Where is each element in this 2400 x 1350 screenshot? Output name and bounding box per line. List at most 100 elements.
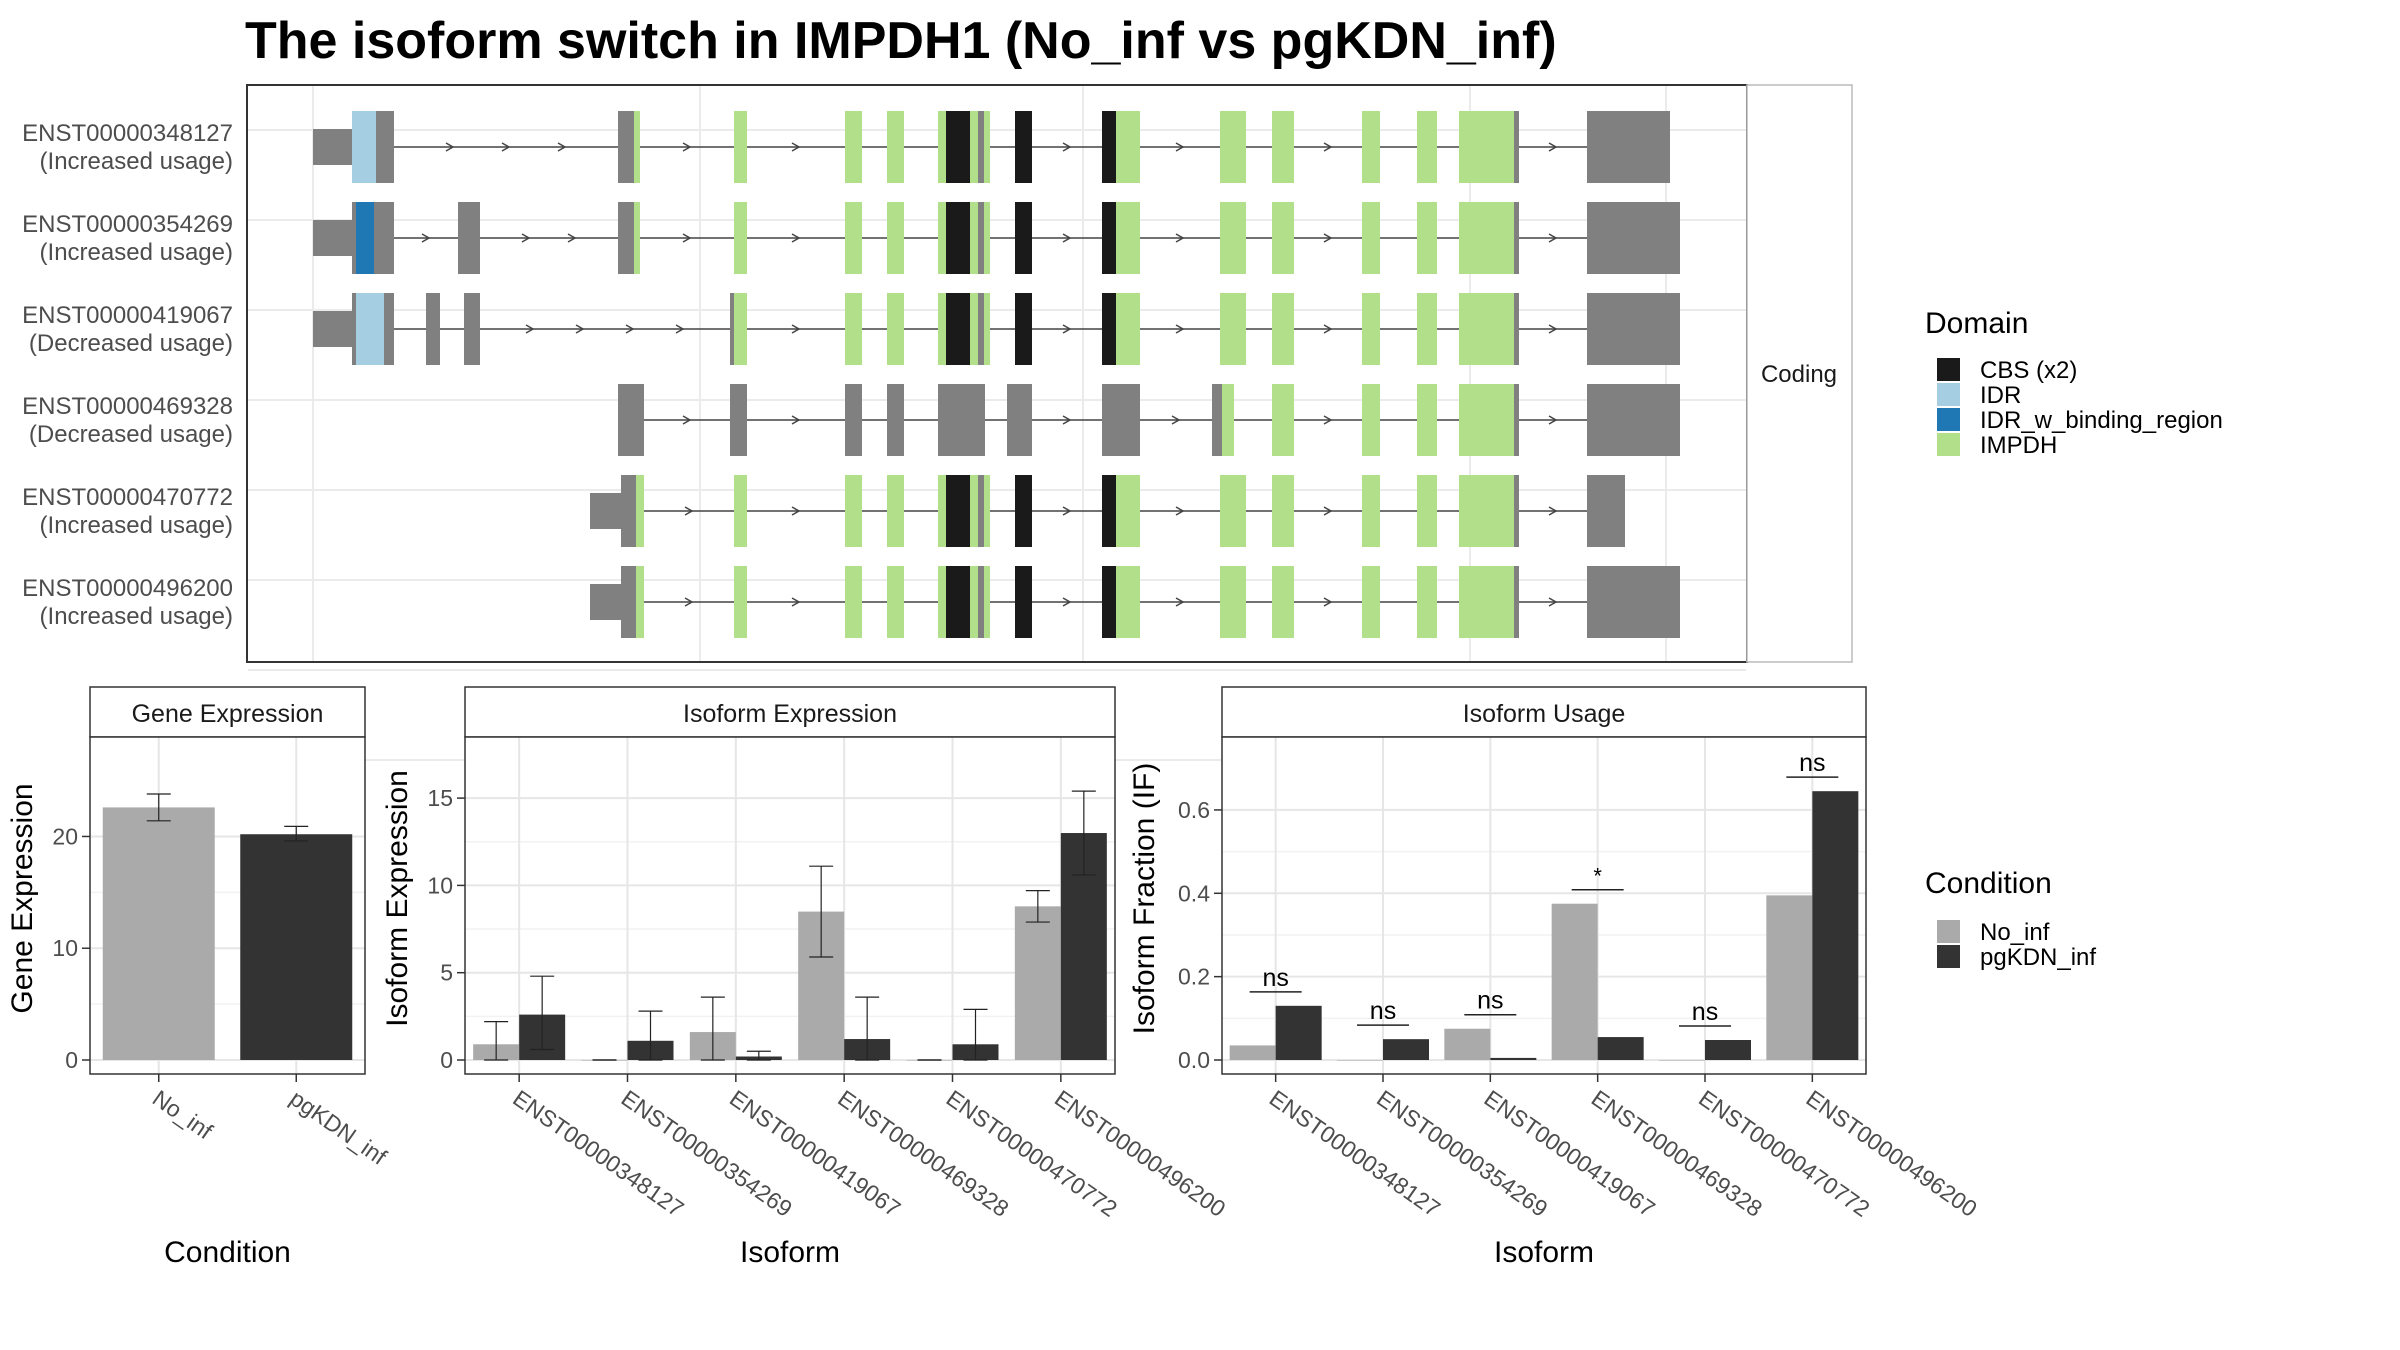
exon-block xyxy=(1514,111,1519,183)
structure-panel-frame xyxy=(246,84,1748,663)
exon-block xyxy=(356,111,376,183)
direction-chevron xyxy=(521,233,531,243)
y-tick-label: 20 xyxy=(52,823,78,849)
exon-block xyxy=(1459,384,1514,456)
error-bar xyxy=(855,996,880,1061)
exon-block xyxy=(618,202,634,274)
exon-block xyxy=(938,475,946,547)
exon-block xyxy=(1587,566,1599,638)
exon-block xyxy=(1599,475,1625,547)
panel-strip xyxy=(89,686,366,738)
exon-block xyxy=(1102,566,1116,638)
exon-block xyxy=(730,384,747,456)
exon-block xyxy=(845,384,862,456)
exon-block xyxy=(1417,475,1437,547)
significance-label: * xyxy=(1593,864,1602,889)
direction-chevron xyxy=(625,324,635,334)
domain-legend: Domain CBS (x2)IDRIDR_w_binding_regionIM… xyxy=(1925,307,2223,459)
direction-chevron xyxy=(1323,506,1333,516)
transcript-tracks xyxy=(313,111,1680,638)
y-tick-label: 10 xyxy=(427,872,453,898)
x-axis-title: Condition xyxy=(164,1236,291,1269)
transcript-track xyxy=(313,111,1670,183)
exon-block xyxy=(1587,293,1599,365)
condition-legend-title: Condition xyxy=(1925,867,2052,900)
transcript-labels: ENST00000348127(Increased usage)ENST0000… xyxy=(22,120,233,630)
bar xyxy=(1444,1028,1491,1060)
exon-block xyxy=(1362,566,1380,638)
exon-block xyxy=(984,566,990,638)
error-bar xyxy=(1071,790,1096,876)
transcript-usage-label: (Increased usage) xyxy=(40,603,233,630)
exon-block xyxy=(845,566,862,638)
transcript-track xyxy=(618,384,1680,456)
error-bar xyxy=(530,975,555,1051)
exon-block xyxy=(1015,475,1032,547)
error-bar xyxy=(746,1050,771,1061)
panel-strip xyxy=(1221,686,1867,738)
exon-block xyxy=(946,475,970,547)
direction-chevron xyxy=(1062,415,1072,425)
exon-block xyxy=(984,202,990,274)
significance-label: ns xyxy=(1799,749,1825,777)
x-tick-label: ENST00000419067 xyxy=(1479,1085,1659,1222)
error-bar xyxy=(484,1020,509,1061)
exon-block xyxy=(1459,566,1514,638)
bar xyxy=(1229,1045,1276,1060)
exon-block xyxy=(313,220,352,256)
direction-chevron xyxy=(1175,142,1185,152)
exon-block xyxy=(356,202,374,274)
exon-block xyxy=(984,475,990,547)
exon-block xyxy=(374,202,394,274)
direction-chevron xyxy=(791,142,801,152)
exon-block xyxy=(1587,202,1599,274)
y-tick-label: 0 xyxy=(440,1047,453,1073)
y-axis-title: Isoform Fraction (IF) xyxy=(1128,763,1161,1035)
direction-chevron xyxy=(501,142,511,152)
exon-block xyxy=(887,475,904,547)
x-axis-title: Isoform xyxy=(1494,1236,1594,1269)
exon-block xyxy=(946,566,970,638)
panel-frame xyxy=(1221,736,1867,1075)
significance-label: ns xyxy=(1370,997,1396,1025)
x-tick-label: ENST00000496200 xyxy=(1050,1085,1230,1222)
exon-block xyxy=(1362,293,1380,365)
exon-block xyxy=(1599,202,1680,274)
exon-block xyxy=(938,111,946,183)
exon-block xyxy=(1459,293,1514,365)
structure-strip xyxy=(1746,84,1853,663)
exon-block xyxy=(1116,293,1140,365)
y-axis-title: Isoform Expression xyxy=(381,770,414,1027)
transcript-usage-label: (Increased usage) xyxy=(40,512,233,539)
panel-frame xyxy=(464,736,1116,1075)
y-tick-label: 0.4 xyxy=(1178,880,1210,906)
x-tick-label: pgKDN_inf xyxy=(285,1085,392,1170)
exon-block xyxy=(845,293,862,365)
exon-block xyxy=(845,202,862,274)
direction-chevron xyxy=(1548,597,1558,607)
exon-block xyxy=(984,111,990,183)
exon-block xyxy=(887,384,904,456)
exon-block xyxy=(1514,202,1519,274)
structure-panel: ENST00000348127(Increased usage)ENST0000… xyxy=(22,84,1853,761)
exon-block xyxy=(946,111,970,183)
exon-block xyxy=(1459,111,1514,183)
exon-block xyxy=(970,202,978,274)
exon-block xyxy=(734,111,747,183)
gene-expression-panel: Gene Expression 0 10 20 No_inf pgKDN_inf Condi… xyxy=(6,686,392,1269)
direction-chevron xyxy=(1175,597,1185,607)
direction-chevron xyxy=(575,324,585,334)
exon-block xyxy=(1102,202,1116,274)
direction-chevron xyxy=(557,142,567,152)
panel-background xyxy=(465,737,1115,1074)
exon-block xyxy=(1220,111,1246,183)
condition-legend-label: pgKDN_inf xyxy=(1980,944,2096,971)
exon-block xyxy=(636,475,644,547)
exon-block xyxy=(1362,475,1380,547)
y-axis-title: Gene Expression xyxy=(6,783,39,1013)
transcript-usage-label: (Decreased usage) xyxy=(29,421,233,448)
exon-block xyxy=(1599,566,1680,638)
direction-chevron xyxy=(791,506,801,516)
isoform-expression-panel: Isoform Expression051015ENST00000348127E… xyxy=(381,686,1230,1269)
